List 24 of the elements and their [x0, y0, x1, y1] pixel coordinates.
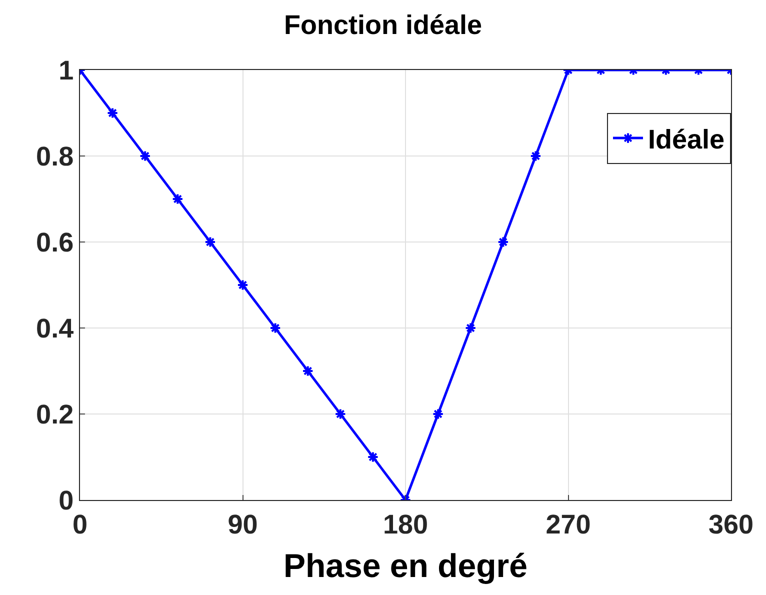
point	[497, 236, 509, 248]
point	[172, 193, 184, 205]
point	[334, 408, 346, 420]
point	[432, 408, 444, 420]
point	[204, 236, 216, 248]
line-series	[80, 70, 731, 500]
x-axis-title: Phase en degré	[284, 547, 528, 584]
chart-title: Fonction idéale	[284, 10, 482, 40]
legend-label: Idéale	[648, 124, 725, 155]
x-tick-label: 270	[546, 509, 591, 540]
y-tick-label: 1	[58, 55, 74, 86]
x-tick-label: 360	[708, 509, 754, 540]
y-tick-label: 0	[58, 485, 74, 516]
x-tick-label: 180	[382, 509, 428, 540]
point	[236, 279, 249, 291]
x-tick-label: 90	[228, 509, 258, 540]
y-tick-label: 0.6	[36, 227, 74, 258]
point	[270, 322, 282, 334]
point	[464, 322, 476, 334]
y-tick-label: 0.8	[36, 141, 74, 172]
point	[302, 365, 314, 377]
y-tick-label: 0.2	[36, 399, 74, 430]
point	[367, 451, 379, 463]
y-tick-label: 0.4	[36, 313, 74, 344]
